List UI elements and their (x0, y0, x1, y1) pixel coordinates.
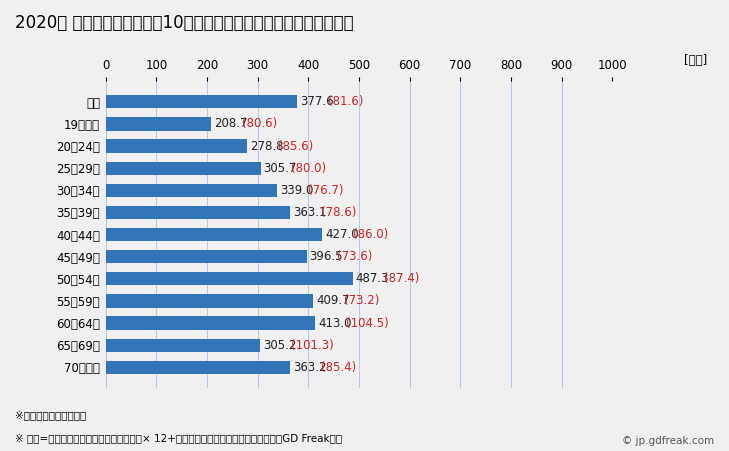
Text: ※ 年収=「きまって支給する現金給与額」× 12+「年間賞与その他特別給与額」としてGD Freak推計: ※ 年収=「きまって支給する現金給与額」× 12+「年間賞与その他特別給与額」と… (15, 433, 342, 443)
Text: (78.6): (78.6) (321, 206, 356, 219)
Text: ※（）内は同業種全国比: ※（）内は同業種全国比 (15, 410, 86, 420)
Text: (80.0): (80.0) (292, 161, 327, 175)
Text: (87.4): (87.4) (383, 272, 419, 285)
Bar (106, 161, 260, 175)
Bar (106, 228, 322, 241)
Bar (106, 117, 211, 130)
Text: 2020年 民間企業（従業者数10人以上）フルタイム労働者の平均年収: 2020年 民間企業（従業者数10人以上）フルタイム労働者の平均年収 (15, 14, 354, 32)
Text: [万円]: [万円] (684, 54, 707, 67)
Text: (85.6): (85.6) (278, 139, 313, 152)
Text: 377.6: 377.6 (300, 95, 334, 108)
Bar (106, 339, 260, 352)
Bar (106, 294, 313, 308)
Text: (73.6): (73.6) (338, 250, 373, 263)
Text: 278.8: 278.8 (250, 139, 284, 152)
Bar (106, 361, 289, 374)
Text: (86.0): (86.0) (353, 228, 389, 241)
Text: 487.3: 487.3 (356, 272, 389, 285)
Bar (106, 206, 289, 219)
Text: (73.2): (73.2) (344, 295, 380, 308)
Text: 363.1: 363.1 (293, 206, 326, 219)
Text: 396.5: 396.5 (310, 250, 343, 263)
Text: (101.3): (101.3) (292, 339, 334, 352)
Text: 413.0: 413.0 (318, 317, 351, 330)
Bar (106, 317, 315, 330)
Text: 305.2: 305.2 (263, 339, 297, 352)
Text: 339.0: 339.0 (281, 184, 314, 197)
Text: (104.5): (104.5) (346, 317, 389, 330)
Bar (106, 272, 353, 285)
Text: 363.2: 363.2 (293, 361, 327, 374)
Bar (106, 139, 247, 152)
Text: (80.6): (80.6) (242, 117, 278, 130)
Bar (106, 184, 278, 197)
Text: (81.6): (81.6) (328, 95, 363, 108)
Text: 409.7: 409.7 (316, 295, 350, 308)
Text: 208.7: 208.7 (214, 117, 248, 130)
Bar (106, 95, 297, 108)
Text: © jp.gdfreak.com: © jp.gdfreak.com (623, 437, 714, 446)
Text: 427.0: 427.0 (325, 228, 359, 241)
Text: (85.4): (85.4) (321, 361, 356, 374)
Text: (76.7): (76.7) (308, 184, 344, 197)
Bar (106, 250, 307, 263)
Text: 305.7: 305.7 (264, 161, 297, 175)
